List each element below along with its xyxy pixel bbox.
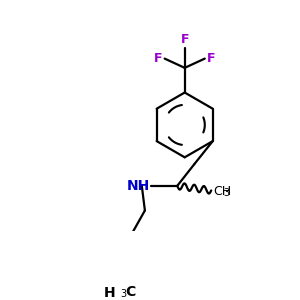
Text: CH: CH xyxy=(214,185,232,198)
Text: H: H xyxy=(104,286,116,300)
Text: 3: 3 xyxy=(224,188,230,198)
Text: NH: NH xyxy=(126,179,149,193)
Text: F: F xyxy=(154,52,162,65)
Text: F: F xyxy=(180,33,189,46)
Text: C: C xyxy=(125,285,135,299)
Text: F: F xyxy=(207,52,216,65)
Text: 3: 3 xyxy=(120,289,126,299)
